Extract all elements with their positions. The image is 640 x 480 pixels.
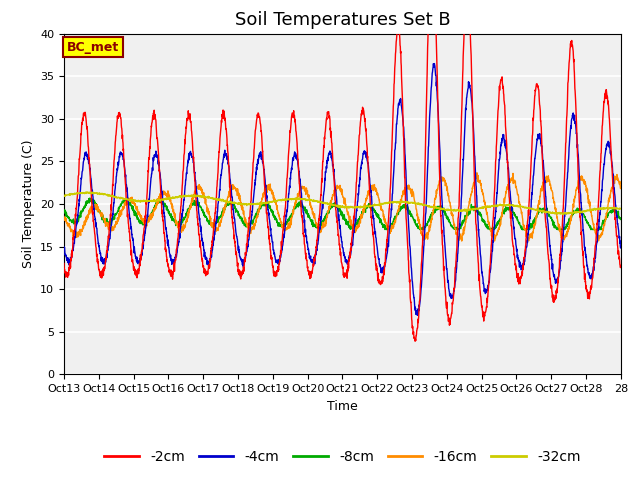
Title: Soil Temperatures Set B: Soil Temperatures Set B — [235, 11, 450, 29]
X-axis label: Time: Time — [327, 400, 358, 413]
Y-axis label: Soil Temperature (C): Soil Temperature (C) — [22, 140, 35, 268]
Legend: -2cm, -4cm, -8cm, -16cm, -32cm: -2cm, -4cm, -8cm, -16cm, -32cm — [99, 444, 586, 470]
Text: BC_met: BC_met — [67, 41, 119, 54]
